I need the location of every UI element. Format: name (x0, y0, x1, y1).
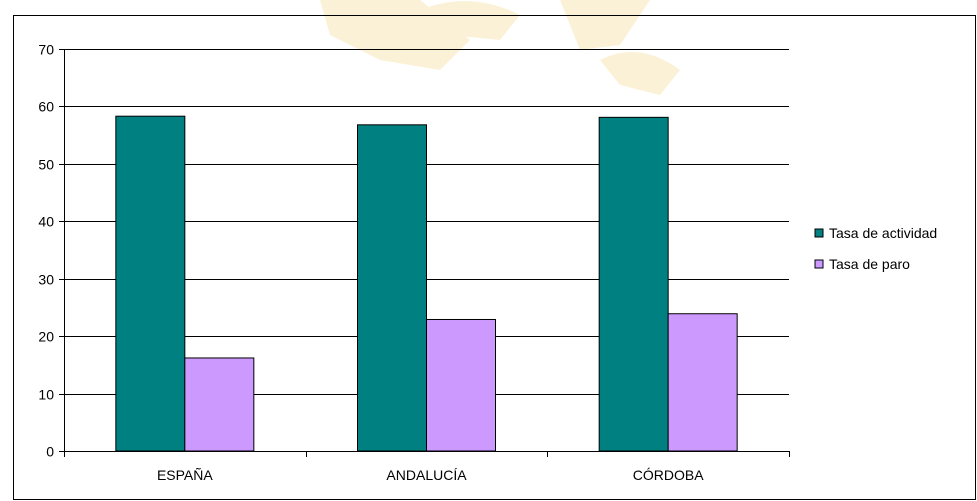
bar-actividad-1 (357, 124, 427, 452)
y-tick-label: 40 (38, 214, 54, 230)
axes (64, 49, 790, 457)
bar-paro-2 (667, 313, 738, 452)
x-tick-label: ANDALUCÍA (386, 467, 467, 483)
legend-swatch-paro (814, 259, 824, 269)
legend-label-paro: Tasa de paro (829, 256, 910, 272)
legend-swatch-actividad (814, 228, 824, 238)
y-tick-label: 10 (38, 387, 54, 403)
y-tick-label: 30 (38, 272, 54, 288)
legend: Tasa de actividad Tasa de paro (814, 225, 937, 272)
x-tick-label: ESPAÑA (157, 467, 213, 483)
bar-actividad-0 (115, 115, 186, 452)
bar-actividad-2 (598, 116, 669, 452)
y-tick-label: 70 (38, 42, 54, 58)
y-tick-label: 0 (46, 444, 54, 460)
x-tick-label: CÓRDOBA (633, 467, 704, 483)
bars (115, 115, 738, 452)
chart-frame (13, 15, 976, 500)
y-axis-tick-labels: 0 10 20 30 40 50 60 70 (38, 42, 54, 460)
x-axis-tick-labels: ESPAÑA ANDALUCÍA CÓRDOBA (157, 467, 704, 483)
y-tick-label: 20 (38, 329, 54, 345)
legend-label-actividad: Tasa de actividad (829, 225, 937, 241)
bar-paro-1 (426, 318, 496, 452)
y-tick-label: 60 (38, 99, 54, 115)
y-tick-label: 50 (38, 157, 54, 173)
bar-paro-0 (184, 357, 255, 452)
